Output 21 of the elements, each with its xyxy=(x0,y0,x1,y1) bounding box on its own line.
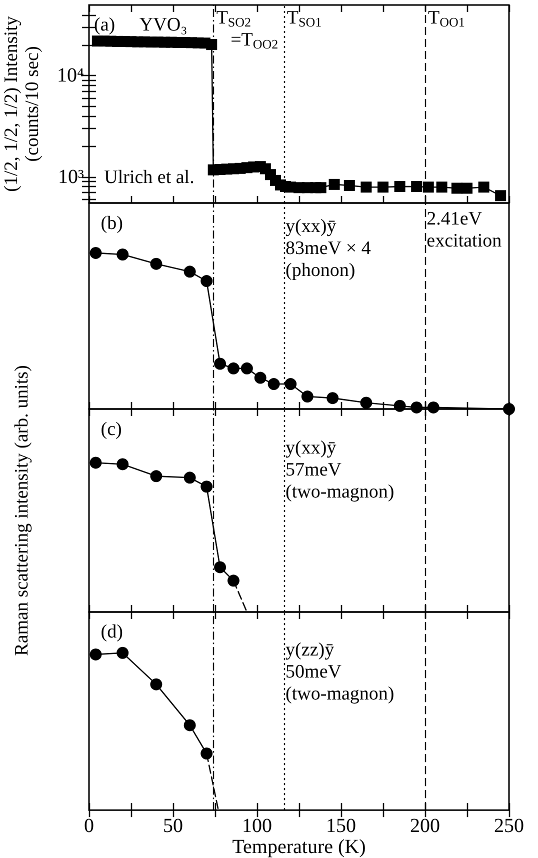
annotation: y(xx)ȳ 57meV (two-magnon) xyxy=(286,437,394,502)
text: (b) xyxy=(100,213,123,234)
text: (c) xyxy=(100,418,122,440)
y-axis-title: Raman scattering intensity (arb. units) xyxy=(12,365,32,656)
x-tick-label: 250 xyxy=(494,815,524,838)
annotation: YVO₃ xyxy=(139,14,188,36)
annotation: (a) xyxy=(94,14,116,36)
x-tick-label: 0 xyxy=(84,815,94,838)
x-tick-label: 150 xyxy=(326,815,356,838)
x-tick-label: 50 xyxy=(163,815,183,838)
x-axis-title: Temperature (K) xyxy=(232,836,366,858)
annotation: Ulrich et al. xyxy=(104,166,194,188)
text: (d) xyxy=(100,622,123,642)
annotation: y(zz)ȳ 50meV (two-magnon) xyxy=(286,640,394,704)
y-tick-label: 10⁴ xyxy=(57,64,84,87)
y-axis-title: (1/2, 1/2, 1/2) Intensity (counts/10 sec) xyxy=(1,16,43,192)
y-tick-label: 10³ xyxy=(58,166,84,188)
annotation: y(xx)ȳ 83meV × 4 (phonon) xyxy=(286,216,372,281)
text: 2.41eV excitation xyxy=(426,208,502,252)
x-tick-label: 200 xyxy=(410,815,440,838)
x-tick-label: 100 xyxy=(242,815,272,838)
